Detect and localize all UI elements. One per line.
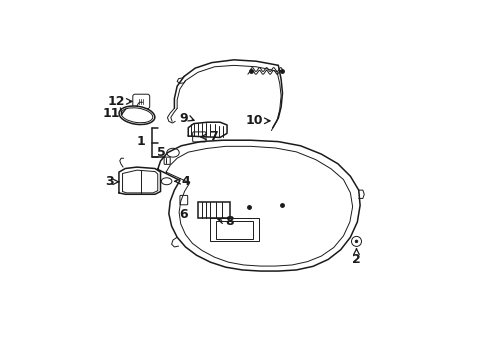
Text: 5: 5: [157, 146, 165, 159]
Bar: [210, 218, 259, 242]
Text: 3: 3: [105, 175, 114, 188]
Text: 10: 10: [245, 114, 263, 127]
FancyBboxPatch shape: [133, 94, 149, 109]
Text: 11: 11: [102, 107, 120, 120]
FancyBboxPatch shape: [180, 195, 187, 205]
Text: 9: 9: [179, 112, 187, 125]
Bar: [198, 202, 229, 218]
Ellipse shape: [121, 108, 152, 123]
Ellipse shape: [161, 178, 172, 185]
Circle shape: [354, 240, 357, 243]
FancyBboxPatch shape: [192, 132, 205, 142]
Text: 7: 7: [208, 130, 217, 143]
Ellipse shape: [166, 148, 179, 157]
Ellipse shape: [119, 106, 155, 125]
Text: 8: 8: [225, 215, 234, 228]
Text: 2: 2: [351, 253, 360, 266]
Text: 12: 12: [107, 95, 125, 108]
FancyBboxPatch shape: [164, 157, 170, 164]
Circle shape: [351, 237, 361, 246]
Bar: [216, 221, 253, 239]
Text: 1: 1: [136, 135, 145, 148]
Text: 4: 4: [181, 175, 190, 188]
Text: 6: 6: [179, 208, 188, 221]
